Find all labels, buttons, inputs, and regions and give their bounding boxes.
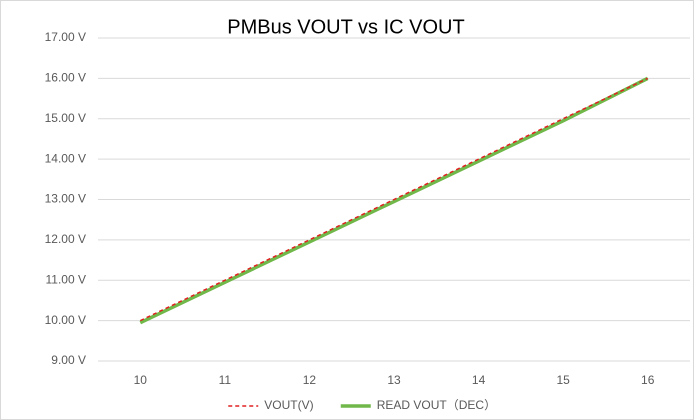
x-tick-label: 14 <box>472 373 486 387</box>
y-tick-label: 11.00 V <box>46 272 86 286</box>
series-line <box>139 76 649 325</box>
x-tick-label: 16 <box>641 373 655 387</box>
y-tick-label: 15.00 V <box>45 111 86 125</box>
x-tick-label: 12 <box>303 373 317 387</box>
x-tick-label: 10 <box>134 373 148 387</box>
series-line <box>139 77 649 322</box>
legend-label: READ VOUT（DEC） <box>377 398 496 412</box>
y-tick-label: 10.00 V <box>45 313 86 327</box>
x-tick-label: 11 <box>219 373 232 387</box>
legend-label: VOUT(V) <box>264 398 313 412</box>
chart-title: PMBus VOUT vs IC VOUT <box>227 16 464 38</box>
y-tick-label: 14.00 V <box>45 151 86 165</box>
y-tick-label: 12.00 V <box>45 232 86 246</box>
x-tick-label: 15 <box>556 373 570 387</box>
y-tick-label: 16.00 V <box>45 71 86 85</box>
y-tick-label: 17.00 V <box>45 30 86 44</box>
x-tick-label: 13 <box>387 373 401 387</box>
y-tick-label: 13.00 V <box>45 192 86 206</box>
y-tick-label: 9.00 V <box>51 353 86 367</box>
